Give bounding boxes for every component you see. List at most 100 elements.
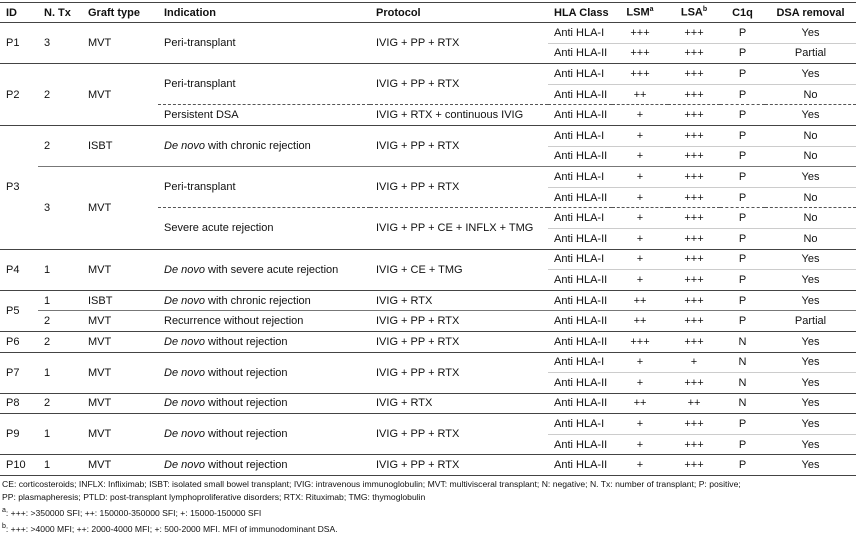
header-row: ID N. Tx Graft type Indication Protocol … — [0, 2, 856, 23]
indication-text: with severe acute rejection — [208, 263, 339, 276]
protocol: IVIG + PP + RTX — [370, 21, 548, 64]
lsm: +++ — [612, 22, 668, 44]
patient-id: P10 — [0, 454, 38, 476]
n-tx: 1 — [38, 413, 82, 455]
n-tx: 2 — [38, 63, 82, 126]
lsa: + — [668, 351, 720, 373]
lsm: + — [612, 124, 668, 147]
dsa-removal: No — [765, 124, 856, 147]
hla-class: Anti HLA-I — [548, 248, 612, 270]
indication: De novo without rejection — [158, 351, 370, 394]
indication-text: without rejection — [208, 428, 288, 441]
graft-type: ISBT — [82, 124, 158, 167]
lsa: +++ — [668, 166, 720, 188]
protocol: IVIG + PP + RTX — [370, 63, 548, 105]
lsm: + — [612, 433, 668, 455]
indication-text: Recurrence without rejection — [164, 315, 304, 328]
lsm: ++ — [612, 392, 668, 414]
graft-type: MVT — [82, 63, 158, 126]
graft-type: MVT — [82, 166, 158, 250]
patient-id: P9 — [0, 413, 38, 455]
hla-class: Anti HLA-II — [548, 454, 612, 476]
dsa-removal: Yes — [765, 392, 856, 414]
lsa: +++ — [668, 310, 720, 332]
table-row: Anti HLA-II + +++ P No — [0, 186, 856, 208]
lsm: +++ — [612, 63, 668, 85]
indication-prefix: De novo — [164, 140, 205, 153]
header-cell: ID — [0, 2, 38, 23]
patient-id: P7 — [0, 351, 38, 394]
lsa: +++ — [668, 248, 720, 270]
lsa: +++ — [668, 104, 720, 126]
lsa: +++ — [668, 22, 720, 44]
footnote-text: CE: corticosteroids; INFLX: Infliximab; … — [2, 479, 741, 490]
n-tx: 2 — [38, 124, 82, 167]
indication-text: with chronic rejection — [208, 294, 311, 307]
patient-id: P2 — [0, 63, 38, 126]
header-cell: Graft type — [82, 2, 158, 23]
indication: De novo with chronic rejection — [158, 289, 370, 311]
header-cell: N. Tx — [38, 2, 82, 23]
c1q: P — [720, 207, 765, 229]
indication-text: Peri-transplant — [164, 181, 236, 194]
table-row: P4 1 MVT De novo with severe acute rejectio… — [0, 248, 856, 291]
indication: Peri-transplant — [158, 166, 370, 208]
hla-class: Anti HLA-II — [548, 83, 612, 105]
lsa: +++ — [668, 124, 720, 147]
lsm: + — [612, 372, 668, 394]
table-row: 2 MVT Recurrence without rejection IVIG + P… — [0, 310, 856, 332]
footnote-text: : +++: >350000 SFI; ++: 150000-350000 SF… — [5, 507, 262, 518]
data-table: ID N. Tx Graft type Indication Protocol … — [0, 2, 856, 476]
lsm: + — [612, 413, 668, 435]
dsa-removal: No — [765, 145, 856, 167]
hla-class: Anti HLA-II — [548, 310, 612, 332]
hla-class: Anti HLA-II — [548, 372, 612, 394]
indication: De novo without rejection — [158, 330, 370, 352]
table-row: P7 1 MVT De novo without rejection IVIG + PP… — [0, 351, 856, 394]
table-row: P5 1 ISBT De novo with chronic rejection IVI… — [0, 289, 856, 332]
table-body: P1 3 MVT Peri-transplant IVIG + PP + RTX Anti… — [0, 21, 856, 476]
patient-id: P4 — [0, 248, 38, 291]
dsa-removal: No — [765, 186, 856, 208]
lsm: ++ — [612, 83, 668, 105]
indication-text: Persistent DSA — [164, 109, 239, 122]
table-row: Anti HLA-II + +++ N Yes — [0, 372, 856, 394]
hla-class: Anti HLA-I — [548, 124, 612, 147]
c1q: P — [720, 145, 765, 167]
indication-text: Peri-transplant — [164, 78, 236, 91]
table-row: Anti HLA-II +++ +++ P Partial — [0, 42, 856, 64]
protocol: IVIG + PP + RTX — [370, 413, 548, 455]
header-sup: a — [649, 6, 654, 14]
indication-prefix: De novo — [164, 294, 205, 307]
n-tx: 1 — [38, 248, 82, 291]
indication: Persistent DSA — [158, 104, 370, 126]
c1q: P — [720, 63, 765, 85]
lsm: + — [612, 454, 668, 476]
graft-type: MVT — [82, 392, 158, 414]
graft-type: MVT — [82, 351, 158, 394]
lsm: ++ — [612, 310, 668, 332]
n-tx: 3 — [38, 166, 82, 250]
c1q: P — [720, 413, 765, 435]
graft-type: MVT — [82, 310, 158, 332]
protocol: IVIG + PP + RTX — [370, 454, 548, 476]
indication-text: Severe acute rejection — [164, 222, 274, 235]
lsa: +++ — [668, 269, 720, 291]
hla-class: Anti HLA-I — [548, 166, 612, 188]
c1q: P — [720, 186, 765, 208]
c1q: P — [720, 289, 765, 311]
indication-prefix: De novo — [164, 366, 205, 379]
lsa: +++ — [668, 372, 720, 394]
hla-class: Anti HLA-II — [548, 392, 612, 414]
protocol: IVIG + PP + RTX — [370, 310, 548, 332]
c1q: P — [720, 248, 765, 270]
dsa-removal: Yes — [765, 63, 856, 85]
lsa: ++ — [668, 392, 720, 414]
protocol: IVIG + CE + TMG — [370, 248, 548, 291]
table-row: Anti HLA-II + +++ P Yes — [0, 433, 856, 455]
table-row: Persistent DSA IVIG + RTX + continuous IV… — [0, 104, 856, 126]
patient-id: P1 — [0, 21, 38, 64]
c1q: P — [720, 22, 765, 44]
lsm: + — [612, 207, 668, 229]
n-tx: 1 — [38, 454, 82, 476]
